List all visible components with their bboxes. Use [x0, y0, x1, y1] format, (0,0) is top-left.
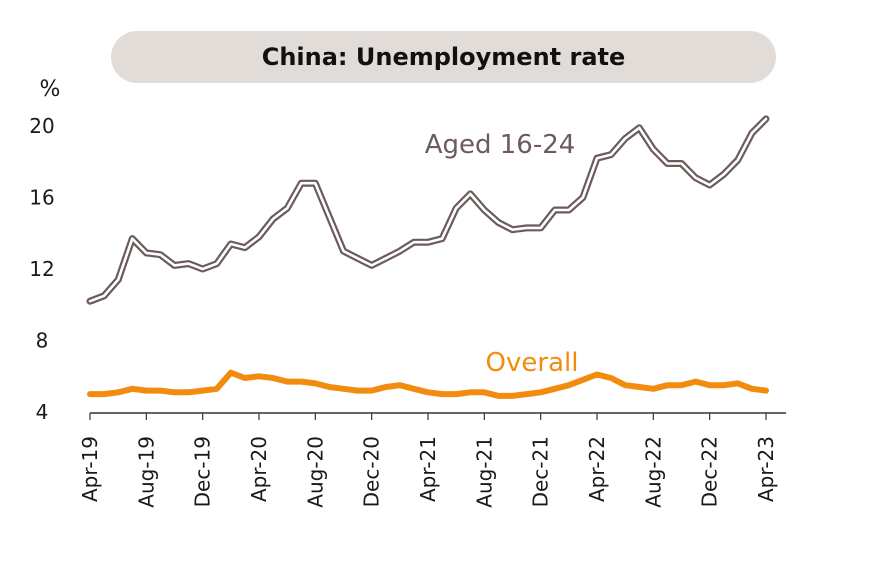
x-tick-label: Apr-22	[585, 436, 609, 502]
x-tick-label: Aug-20	[303, 436, 327, 508]
y-tick-label: 20	[29, 114, 54, 138]
x-tick-label: Apr-21	[416, 436, 440, 502]
x-tick-label: Apr-19	[78, 436, 102, 502]
x-axis: Apr-19 Aug-19 Dec-19 Apr-20 Aug-20 Dec-20 Apr-…	[78, 412, 786, 508]
series-line-aged-16-24	[88, 117, 768, 303]
series-layer	[86, 115, 770, 399]
y-tick-label: 8	[36, 329, 49, 353]
series-label-aged-16-24: Aged 16-24	[425, 130, 576, 160]
series-label-overall: Overall	[486, 348, 579, 378]
y-tick-label: 12	[29, 257, 54, 281]
x-tick-label: Dec-21	[529, 436, 553, 507]
x-tick-label: Dec-22	[698, 436, 722, 507]
chart-title: China: Unemployment rate	[111, 31, 776, 83]
x-tick-label: Dec-20	[360, 436, 384, 507]
y-tick-label: 4	[36, 400, 49, 424]
y-axis-unit-label: %	[40, 77, 61, 102]
y-axis: 4 8 12 16 20%	[29, 77, 60, 424]
series-labels: Aged 16-24 Overall	[425, 130, 579, 378]
series-line-overall	[87, 369, 769, 399]
y-tick-label: 16	[29, 186, 54, 210]
x-tick-label: Apr-20	[247, 436, 271, 502]
x-tick-label: Aug-19	[134, 436, 158, 508]
x-tick-label: Dec-19	[191, 436, 215, 507]
x-tick-label: Aug-22	[641, 436, 665, 508]
x-tick-label: Apr-23	[754, 436, 778, 502]
x-tick-label: Aug-21	[472, 436, 496, 508]
